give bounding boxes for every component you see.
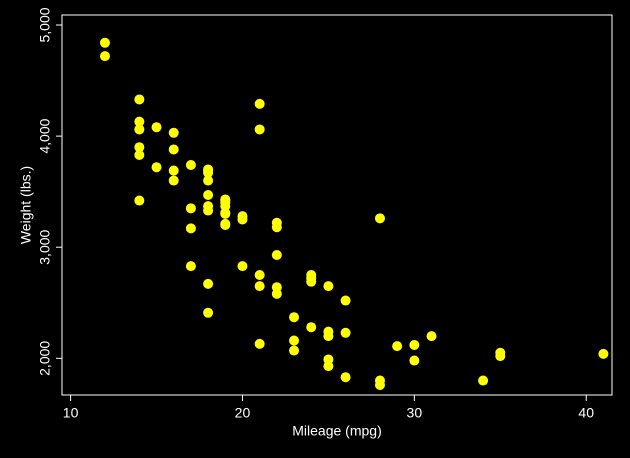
point	[168, 165, 179, 176]
point	[340, 372, 351, 383]
point	[203, 278, 214, 289]
point	[151, 122, 162, 133]
point	[323, 326, 334, 337]
point	[134, 94, 145, 105]
point	[271, 288, 282, 299]
x-tick-label: 10	[63, 405, 79, 421]
point	[203, 175, 214, 186]
point	[254, 338, 265, 349]
point	[340, 327, 351, 338]
point	[323, 354, 334, 365]
y-tick-label: 3,000	[37, 229, 53, 264]
point	[478, 375, 489, 386]
point	[254, 270, 265, 280]
point	[134, 124, 145, 135]
point	[340, 295, 351, 306]
point	[374, 213, 385, 224]
y-axis-title: Weight (lbs.)	[18, 166, 34, 244]
point	[271, 217, 282, 228]
point	[185, 160, 196, 170]
point	[289, 312, 300, 323]
point	[271, 250, 282, 260]
point	[203, 307, 214, 318]
y-tick-label: 5,000	[37, 7, 53, 42]
point	[203, 190, 214, 200]
point	[168, 175, 179, 186]
point	[185, 223, 196, 234]
point	[220, 208, 231, 219]
point	[99, 51, 110, 62]
point	[306, 322, 317, 333]
point	[237, 261, 248, 272]
point	[289, 345, 300, 356]
point	[409, 340, 420, 350]
point	[254, 124, 265, 135]
point	[289, 335, 300, 346]
point	[99, 37, 110, 48]
point	[134, 116, 145, 127]
point	[134, 195, 145, 206]
x-tick-label: 40	[578, 405, 594, 421]
point	[306, 276, 317, 287]
point	[168, 144, 179, 155]
point	[185, 261, 196, 272]
point	[392, 341, 403, 352]
y-tick-label: 2,000	[37, 341, 53, 376]
point	[598, 348, 609, 359]
point	[168, 127, 179, 138]
point	[254, 98, 265, 109]
point	[237, 211, 248, 222]
point	[134, 150, 145, 160]
point	[134, 142, 145, 153]
point	[151, 162, 162, 173]
x-tick-label: 30	[407, 405, 423, 421]
point	[203, 205, 214, 216]
point	[220, 195, 231, 206]
x-axis-title: Mileage (mpg)	[292, 423, 381, 439]
plot-frame	[61, 14, 613, 396]
point	[426, 331, 437, 342]
y-tick-label: 4,000	[37, 118, 53, 153]
point	[409, 355, 420, 366]
point	[374, 380, 385, 390]
x-tick-label: 20	[235, 405, 251, 421]
point	[495, 347, 506, 358]
point	[254, 281, 265, 292]
point	[323, 281, 334, 292]
point	[185, 203, 196, 214]
point	[220, 220, 231, 230]
point	[203, 164, 214, 175]
